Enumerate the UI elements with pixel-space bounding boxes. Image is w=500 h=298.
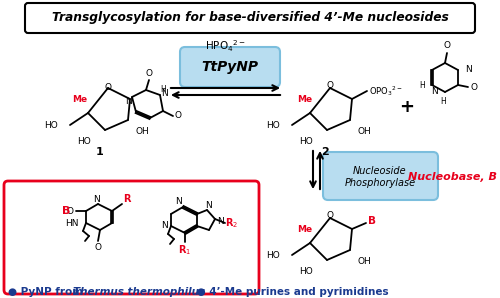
Text: O: O — [94, 243, 102, 252]
Text: N: N — [124, 97, 132, 106]
Text: R$_1$: R$_1$ — [178, 243, 192, 257]
Text: N: N — [216, 217, 224, 226]
Text: N: N — [160, 89, 168, 97]
Text: HO: HO — [299, 268, 313, 277]
Text: HO: HO — [299, 137, 313, 147]
Text: R: R — [123, 194, 131, 204]
Text: O: O — [326, 81, 334, 91]
Text: O: O — [146, 69, 152, 77]
Text: OPO$_3$$^{2-}$: OPO$_3$$^{2-}$ — [369, 84, 402, 98]
Text: Me: Me — [298, 224, 312, 234]
Text: Nucleoside
Phosphorylase: Nucleoside Phosphorylase — [344, 166, 416, 188]
Text: O: O — [470, 83, 478, 91]
Text: N: N — [160, 221, 168, 230]
Text: HO: HO — [44, 120, 58, 130]
Text: ● PyNP from: ● PyNP from — [8, 287, 87, 297]
Text: B: B — [62, 206, 70, 216]
Text: 1: 1 — [96, 147, 104, 157]
Text: HO: HO — [77, 137, 91, 147]
Text: Me: Me — [298, 94, 312, 103]
Text: O: O — [326, 212, 334, 221]
Text: OH: OH — [358, 128, 372, 136]
FancyBboxPatch shape — [323, 152, 438, 200]
Text: N: N — [92, 195, 100, 204]
Text: N: N — [465, 66, 472, 74]
Text: N: N — [431, 88, 438, 97]
Text: HO: HO — [266, 120, 280, 130]
Text: 2: 2 — [321, 147, 329, 157]
Text: N: N — [176, 196, 182, 206]
Text: H: H — [419, 80, 425, 89]
Text: O: O — [444, 41, 450, 50]
Text: OH: OH — [136, 128, 150, 136]
Text: H: H — [440, 97, 446, 106]
FancyBboxPatch shape — [4, 181, 259, 294]
Text: Nucleobase, B: Nucleobase, B — [408, 172, 496, 182]
Text: HN: HN — [66, 218, 79, 227]
Text: HO: HO — [266, 251, 280, 260]
Text: HPO$_4$$^{2-}$: HPO$_4$$^{2-}$ — [204, 38, 246, 54]
Text: OH: OH — [358, 257, 372, 266]
Text: R$_2$: R$_2$ — [226, 216, 238, 230]
FancyBboxPatch shape — [180, 47, 280, 87]
Text: Transglycosylation for base-diversified 4’-Me nucleosides: Transglycosylation for base-diversified … — [52, 12, 448, 24]
Text: TtPyNP: TtPyNP — [202, 60, 258, 74]
Text: N: N — [206, 201, 212, 209]
Text: H: H — [160, 85, 166, 94]
Text: Me: Me — [72, 94, 88, 103]
Text: O: O — [174, 111, 182, 120]
Text: +: + — [400, 98, 414, 116]
FancyBboxPatch shape — [25, 3, 475, 33]
Text: Thermus thermophilus: Thermus thermophilus — [73, 287, 205, 297]
Text: O: O — [66, 207, 73, 215]
Text: O: O — [104, 83, 112, 91]
Text: B: B — [368, 216, 376, 226]
Text: ● 4’-Me purines and pyrimidines: ● 4’-Me purines and pyrimidines — [193, 287, 388, 297]
